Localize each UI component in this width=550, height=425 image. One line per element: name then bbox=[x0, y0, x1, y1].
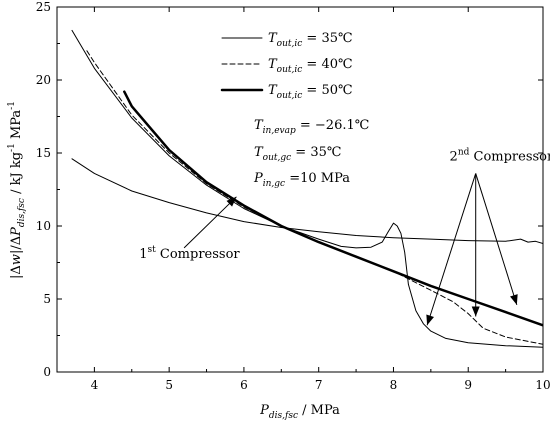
x-tick-label: 9 bbox=[464, 378, 472, 392]
annotation-second-compressor: 2nd Compressor bbox=[450, 147, 550, 164]
arrow-second-compressor-2-head bbox=[510, 294, 518, 305]
x-tick-label: 7 bbox=[315, 378, 323, 392]
x-axis-title: Pdis,fsc / MPa bbox=[259, 403, 340, 421]
legend-label-40: Tout,ic = 40℃ bbox=[268, 57, 353, 75]
x-tick-label: 8 bbox=[390, 378, 398, 392]
param-evap-temp: Tin,evap = −26.1℃ bbox=[254, 118, 369, 136]
param-gc-temp: Tout,gc = 35℃ bbox=[254, 145, 341, 163]
x-tick-label: 5 bbox=[165, 378, 173, 392]
x-tick-label: 4 bbox=[91, 378, 99, 392]
arrow-second-compressor-2-shaft bbox=[475, 173, 518, 305]
arrow-second-compressor-1-head bbox=[471, 306, 480, 317]
param-gc-pressure: Pin,gc =10 MPa bbox=[253, 171, 350, 189]
y-axis-title: |Δw|/ΔPdis,fsc / kJ kg-1 MPa-1 bbox=[7, 101, 27, 279]
y-tick-label: 0 bbox=[43, 365, 51, 379]
series-group bbox=[71, 29, 543, 348]
arrow-second-compressor-0-shaft bbox=[426, 173, 477, 326]
x-tick-label: 10 bbox=[535, 378, 550, 392]
axis-ticks: 4 5 6 7 8 9 10 0 5 10 15 20 25 bbox=[36, 0, 550, 392]
legend-label-35: Tout,ic = 35℃ bbox=[268, 31, 353, 49]
y-tick-label: 25 bbox=[36, 0, 51, 14]
legend: Tout,ic = 35℃ Tout,ic = 40℃ Tout,ic = 50… bbox=[220, 31, 353, 101]
annotations: 1st Compressor 2nd Compressor bbox=[139, 147, 550, 326]
arrow-first-compressor-head bbox=[226, 196, 237, 207]
y-tick-label: 15 bbox=[36, 146, 51, 160]
arrow-second-compressor-0-head bbox=[426, 314, 434, 326]
x-tick-label: 6 bbox=[240, 378, 248, 392]
annotation-first-compressor: 1st Compressor bbox=[139, 245, 240, 262]
series-line-1 bbox=[71, 29, 543, 348]
legend-label-50: Tout,ic = 50℃ bbox=[268, 83, 353, 101]
y-tick-label: 20 bbox=[36, 73, 51, 87]
y-tick-label: 10 bbox=[36, 219, 51, 233]
series-line-3 bbox=[123, 90, 543, 327]
arrow-first-compressor-shaft bbox=[183, 196, 237, 249]
parameters: Tin,evap = −26.1℃ Tout,gc = 35℃ Pin,gc =… bbox=[253, 118, 369, 189]
series-line-0 bbox=[71, 158, 543, 244]
y-tick-label: 5 bbox=[43, 292, 51, 306]
